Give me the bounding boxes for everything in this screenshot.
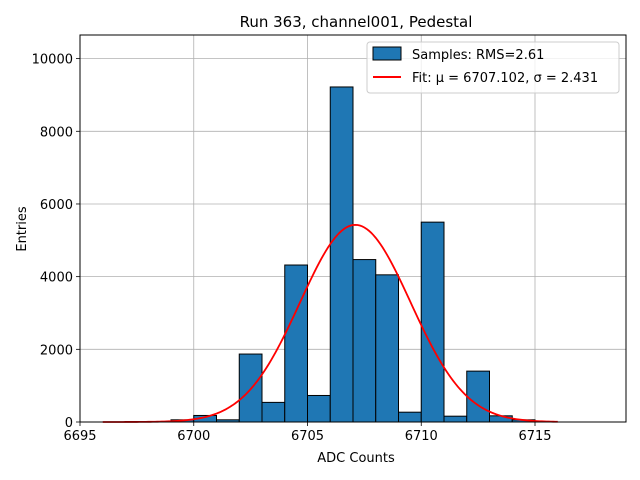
legend-box: [366, 41, 620, 94]
y-tick-label: 4000: [40, 271, 73, 286]
y-axis-title: Entries: [15, 206, 30, 252]
x-axis-ticks: 6695 6700 6705 6710 6715: [63, 422, 552, 444]
legend-label-fit: Fit: μ = 6707.102, σ = 2.431: [412, 71, 598, 86]
histogram-bar: [329, 86, 354, 423]
histogram-bar: [261, 401, 286, 423]
histogram-bar: [307, 394, 331, 423]
y-tick-label: 2000: [40, 343, 73, 358]
x-tick-label: 6700: [177, 429, 210, 444]
histogram-bar: [284, 264, 308, 423]
y-tick-label: 0: [65, 416, 73, 431]
legend-swatch-samples: [372, 46, 402, 61]
histogram-bar: [398, 411, 422, 423]
histogram-bar: [466, 370, 490, 423]
legend: Samples: RMS=2.61 Fit: μ = 6707.102, σ =…: [366, 41, 620, 94]
legend-label-samples: Samples: RMS=2.61: [412, 48, 544, 63]
histogram-bar: [443, 415, 468, 423]
y-tick-label: 8000: [40, 125, 73, 140]
histogram-bar: [420, 221, 445, 423]
x-tick-label: 6705: [291, 429, 324, 444]
x-tick-label: 6715: [518, 429, 551, 444]
y-axis-ticks: 0 2000 4000 6000 8000 10000: [32, 53, 80, 431]
fit-curve: [102, 223, 558, 423]
x-axis-title: ADC Counts: [317, 451, 395, 466]
chart-title: Run 363, channel001, Pedestal: [240, 13, 473, 31]
histogram-bar: [352, 259, 377, 423]
y-tick-label: 6000: [40, 198, 73, 213]
histogram-bars: [170, 86, 536, 423]
plot-frame: [79, 34, 627, 423]
histogram-bar: [375, 274, 399, 423]
x-tick-label: 6710: [405, 429, 438, 444]
y-tick-label: 10000: [32, 53, 73, 68]
x-tick-label: 6695: [63, 429, 96, 444]
